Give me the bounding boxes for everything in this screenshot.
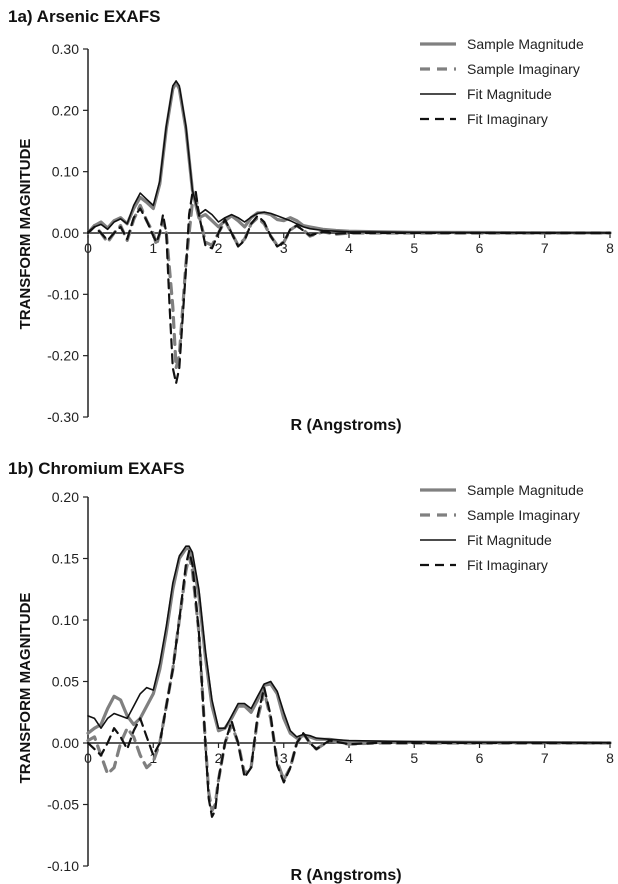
chart-b-legend-label: Sample Imaginary — [467, 507, 580, 523]
chart-a-x-tick-label: 8 — [606, 240, 614, 256]
chart-b-y-tick-label: 0.10 — [52, 612, 79, 628]
chart-a-y-tick-label: -0.20 — [47, 348, 79, 364]
chart-a-x-tick-label: 4 — [345, 240, 353, 256]
chart-b-x-tick-label: 0 — [84, 750, 92, 766]
chart-a-legend: Sample Magnitude Sample Imaginary Fit Magn… — [420, 36, 584, 127]
chart-b-y-tick-label: 0.15 — [52, 551, 79, 567]
chart-a-legend-label: Fit Imaginary — [467, 111, 548, 127]
chart-b-series-fit-imaginary — [86, 550, 612, 818]
chart-a-x-tick-label: 6 — [476, 240, 484, 256]
chart-b-x-axis-label: R (Angstroms) — [290, 867, 401, 884]
chart-a-y-tick-label: 0.20 — [52, 102, 79, 118]
chart-a-x-tick-label: 1 — [149, 240, 157, 256]
chart-b-y-tick-label: 0.05 — [52, 674, 79, 690]
chart-a-legend-label: Fit Magnitude — [467, 86, 552, 102]
chart-b-x-tick-label: 3 — [280, 750, 288, 766]
chart-b-legend-label: Fit Imaginary — [467, 557, 548, 573]
chart-b-legend-label: Sample Magnitude — [467, 482, 584, 498]
chart-a-x-tick-label: 0 — [84, 240, 92, 256]
chart-b-x-tick-label: 5 — [410, 750, 418, 766]
chart-a-x-tick-label: 3 — [280, 240, 288, 256]
chart-b-series-sample-imaginary — [86, 554, 612, 813]
chart-a-y-tick-label: 0.00 — [52, 225, 79, 241]
chart-b-x-tick-label: 8 — [606, 750, 614, 766]
chart-b-y-axis-label: TRANSFORM MAGNITUDE — [17, 593, 34, 784]
chart-a-plot: 0.30 0.20 0.10 0.00 -0.10 -0.20 -0.30 0 1 2 3 4 5 6 7 8 — [47, 41, 614, 425]
chart-b-y-tick-label: -0.05 — [47, 797, 79, 813]
chart-a-x-tick-label: 7 — [541, 240, 549, 256]
chart-a-y-axis-label: TRANSFORM MAGNITUDE — [17, 139, 34, 330]
chart-a-x-tick-label: 2 — [215, 240, 223, 256]
chart-a-title: 1a) Arsenic EXAFS — [8, 7, 160, 26]
chart-a-legend-label: Sample Magnitude — [467, 36, 584, 52]
chart-a-y-tick-label: 0.10 — [52, 164, 79, 180]
chart-a-legend-label: Sample Imaginary — [467, 61, 580, 77]
chart-a-x-tick-label: 5 — [410, 240, 418, 256]
chart-b-y-tick-label: -0.10 — [47, 858, 79, 874]
chart-a-x-axis-label: R (Angstroms) — [290, 417, 401, 434]
chart-a-series-sample-imaginary — [86, 194, 612, 370]
chart-b-x-tick-label: 6 — [476, 750, 484, 766]
chart-a-y-tick-label: -0.30 — [47, 409, 79, 425]
chart-a-series-fit-imaginary — [86, 190, 612, 385]
chart-b-x-tick-label: 7 — [541, 750, 549, 766]
chart-b-plot: 0.200.150.100.050.00-0.05-0.100 1 2 3 4 5 6 7 8 — [47, 489, 614, 874]
chart-a-series-fit-magnitude — [87, 80, 611, 234]
chart-a-series-sample-magnitude — [86, 81, 612, 235]
chart-b-legend: Sample Magnitude Sample Imaginary Fit Magn… — [420, 482, 584, 573]
chart-b-title: 1b) Chromium EXAFS — [8, 459, 185, 478]
chart-a-y-tick-label: 0.30 — [52, 41, 79, 57]
chart-a-y-tick-label: -0.10 — [47, 286, 79, 302]
chart-b-x-tick-label: 2 — [215, 750, 223, 766]
chart-b-legend-label: Fit Magnitude — [467, 532, 552, 548]
chart-b-series-fit-magnitude — [87, 545, 611, 744]
chart-b-y-tick-label: 0.20 — [52, 489, 79, 505]
chart-b-x-tick-label: 4 — [345, 750, 353, 766]
chart-b-y-tick-label: 0.00 — [52, 735, 79, 751]
chart-b-series-sample-magnitude — [86, 547, 612, 745]
